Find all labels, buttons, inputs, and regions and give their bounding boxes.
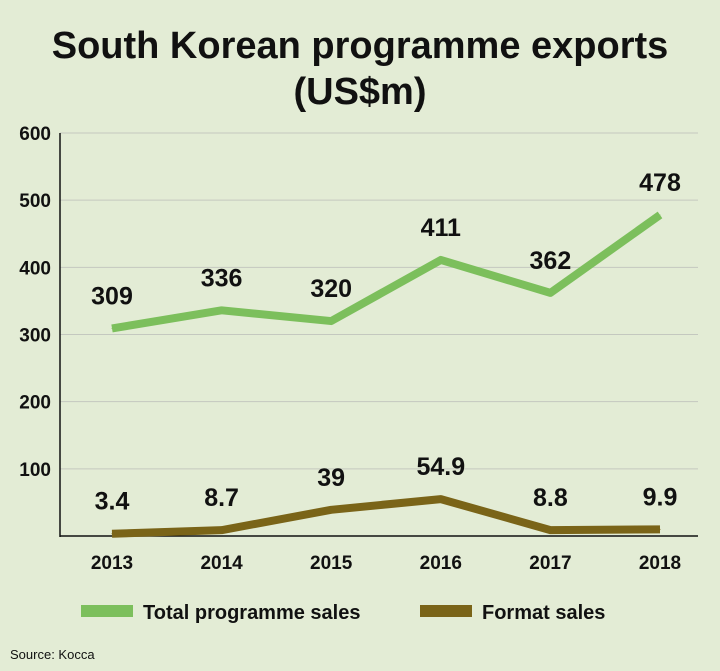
y-tick-label: 500 (19, 191, 51, 212)
data-label: 8.8 (533, 484, 568, 512)
x-tick-label: 2018 (639, 553, 681, 574)
data-labels: 309 336 320 411 362 478 3.4 8.7 39 54.9 8.8 9.9 (91, 169, 681, 516)
x-axis-ticks: 2013 2014 2015 2016 2017 2018 (91, 553, 681, 574)
chart-title: South Korean programme exports (52, 25, 669, 67)
data-label: 9.9 (643, 483, 678, 511)
data-label: 478 (639, 169, 681, 197)
y-tick-label: 200 (19, 393, 51, 414)
y-tick-label: 100 (19, 460, 51, 481)
data-label: 39 (317, 464, 345, 492)
y-tick-label: 600 (19, 124, 51, 145)
data-label: 411 (421, 214, 461, 242)
data-point (330, 320, 332, 322)
x-tick-label: 2015 (310, 553, 353, 574)
legend-label: Total programme sales (143, 602, 360, 624)
data-point (111, 327, 113, 329)
y-axis-ticks: 100 200 300 400 500 600 (19, 124, 51, 481)
legend-swatch (420, 605, 472, 617)
data-point (549, 529, 551, 531)
x-tick-label: 2016 (420, 553, 462, 574)
x-tick-label: 2014 (200, 553, 243, 574)
data-point (440, 259, 442, 261)
x-tick-label: 2013 (91, 553, 133, 574)
data-point (221, 529, 223, 531)
data-point (221, 309, 223, 311)
data-label: 362 (530, 247, 572, 275)
legend-swatch (81, 605, 133, 617)
source-note: Source: Kocca (10, 647, 95, 662)
y-tick-label: 400 (19, 258, 51, 279)
gridlines (60, 132, 698, 470)
y-tick-label: 300 (19, 326, 51, 347)
data-point (659, 528, 661, 530)
chart-subtitle: (US$m) (293, 71, 426, 113)
data-label: 320 (310, 275, 352, 303)
data-point (549, 292, 551, 294)
data-point (330, 509, 332, 511)
data-label: 54.9 (416, 453, 465, 481)
legend-label: Format sales (482, 602, 605, 624)
series-line-1 (111, 495, 661, 538)
data-label: 336 (201, 264, 243, 292)
x-tick-label: 2017 (529, 553, 571, 574)
series-line-0 (111, 211, 663, 333)
data-label: 3.4 (95, 488, 130, 516)
data-label: 8.7 (204, 484, 239, 512)
data-point (440, 498, 442, 500)
legend: Total programme sales Format sales (81, 602, 605, 624)
data-point (659, 214, 661, 216)
series-lines (111, 211, 663, 538)
data-point (111, 533, 113, 535)
data-label: 309 (91, 282, 133, 310)
